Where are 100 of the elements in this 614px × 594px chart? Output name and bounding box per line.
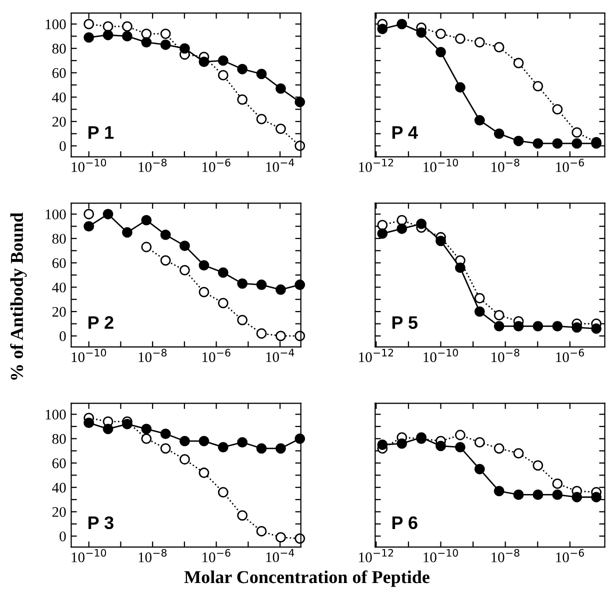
x-tick-label: 10$^{−12}$ xyxy=(359,348,394,362)
point xyxy=(572,492,582,502)
point xyxy=(276,124,286,134)
point xyxy=(474,115,485,126)
point xyxy=(84,221,94,232)
point xyxy=(160,428,171,439)
point xyxy=(474,437,485,448)
point xyxy=(591,492,602,502)
point xyxy=(513,489,524,500)
point xyxy=(494,310,504,320)
point xyxy=(84,18,94,30)
x-tick-label: 10$^{−12}$ xyxy=(359,548,394,562)
x-tick-label: 10$^{−10}$ xyxy=(72,158,106,172)
point xyxy=(256,443,267,454)
point xyxy=(198,468,210,478)
point xyxy=(180,43,190,54)
point xyxy=(276,532,286,543)
x-tick-label: 10$^{−4}$ xyxy=(266,348,294,362)
y-tick-label: 60 xyxy=(52,68,66,78)
y-tick-label: 40 xyxy=(52,482,66,493)
x-tick-label: 10$^{−6}$ xyxy=(556,348,584,362)
annotation: P 3 xyxy=(88,516,114,530)
point xyxy=(513,448,524,458)
point xyxy=(513,136,524,146)
y-tick-label: 0 xyxy=(60,531,66,542)
point xyxy=(494,128,504,139)
point xyxy=(552,489,563,500)
point xyxy=(141,242,152,252)
point xyxy=(180,264,190,276)
y-tick-label: 20 xyxy=(52,306,66,317)
point xyxy=(256,328,267,339)
point xyxy=(532,489,544,500)
point xyxy=(513,320,524,332)
point xyxy=(474,37,485,48)
point xyxy=(160,443,171,454)
point xyxy=(102,208,114,220)
point xyxy=(294,433,306,444)
point xyxy=(160,255,171,266)
point xyxy=(572,138,582,149)
point xyxy=(591,323,602,334)
y-tick-label: 60 xyxy=(52,258,66,268)
point xyxy=(198,260,210,270)
point xyxy=(180,240,190,251)
point xyxy=(454,33,466,44)
x-axis-title: Molar Concentration of Peptide xyxy=(184,570,430,587)
y-tick-label: 100 xyxy=(46,19,66,30)
point xyxy=(416,27,427,38)
point xyxy=(377,220,388,230)
y-tick-label: 100 xyxy=(46,209,66,220)
point xyxy=(436,236,446,246)
point xyxy=(436,46,446,58)
point xyxy=(256,68,267,80)
point xyxy=(160,28,171,39)
point xyxy=(474,464,485,474)
point xyxy=(396,214,408,226)
point xyxy=(141,424,152,434)
point xyxy=(218,487,228,498)
point xyxy=(102,424,114,434)
x-tick-label: 10$^{−8}$ xyxy=(138,158,167,172)
x-tick-label: 10$^{−6}$ xyxy=(202,158,230,172)
point xyxy=(218,55,228,66)
point xyxy=(180,436,190,446)
point xyxy=(377,440,388,450)
point xyxy=(237,510,248,521)
point xyxy=(160,230,171,240)
point xyxy=(198,286,210,298)
point xyxy=(237,64,248,74)
y-tick-label: 80 xyxy=(52,44,66,54)
point xyxy=(141,37,152,48)
point xyxy=(276,443,286,454)
point xyxy=(276,284,286,295)
x-tick-label: 10$^{−8}$ xyxy=(138,548,167,562)
point xyxy=(256,114,267,124)
y-tick-label: 40 xyxy=(52,92,66,102)
point xyxy=(377,24,388,34)
point xyxy=(294,140,306,152)
point xyxy=(160,40,171,50)
point xyxy=(454,82,466,93)
point xyxy=(552,104,563,115)
point xyxy=(122,418,132,430)
point xyxy=(552,138,563,149)
point xyxy=(84,32,94,43)
point xyxy=(416,218,427,230)
y-axis-title: % of Antibody Bound xyxy=(10,212,27,380)
point xyxy=(396,224,408,234)
point xyxy=(436,440,446,452)
annotation: P 1 xyxy=(88,126,114,139)
point xyxy=(396,18,408,30)
y-tick-label: 100 xyxy=(46,410,66,420)
point xyxy=(436,28,446,39)
x-tick-label: 10$^{−10}$ xyxy=(72,548,106,562)
y-tick-label: 20 xyxy=(52,507,66,517)
point xyxy=(532,138,544,149)
point xyxy=(494,443,504,454)
x-tick-label: 10$^{−6}$ xyxy=(202,548,230,562)
point xyxy=(180,454,190,465)
y-tick-label: 0 xyxy=(60,331,66,342)
point xyxy=(218,298,228,308)
y-tick-label: 80 xyxy=(52,234,66,244)
point xyxy=(256,280,267,290)
